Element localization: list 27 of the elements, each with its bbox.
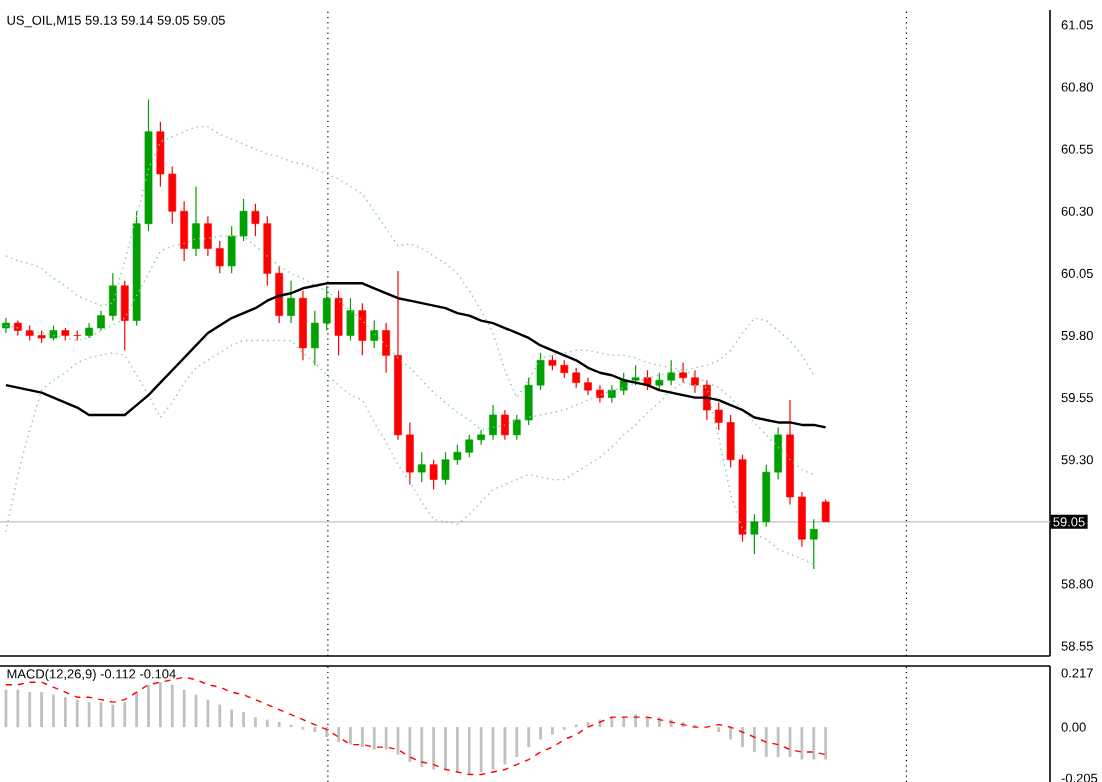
candlestick [204, 215, 212, 257]
candlestick [192, 185, 200, 257]
candlestick [477, 429, 485, 446]
candlestick [643, 369, 652, 391]
candlestick [691, 369, 699, 394]
candlestick [679, 362, 687, 384]
candlestick [809, 518, 818, 570]
candlestick [97, 310, 105, 332]
candlestick [370, 319, 379, 349]
candlestick [346, 297, 355, 342]
candlestick [774, 426, 782, 481]
candlestick [821, 498, 830, 523]
candlestick [215, 240, 224, 274]
candlestick [417, 451, 426, 483]
candlestick [489, 404, 497, 441]
candlestick [109, 272, 117, 322]
candlestick [382, 322, 390, 374]
candlestick [334, 290, 343, 356]
candlestick [120, 280, 129, 351]
candlestick [180, 200, 188, 262]
candlestick [501, 409, 509, 441]
candlestick [358, 302, 367, 356]
candlestick [798, 491, 806, 548]
candlestick [287, 280, 295, 324]
candlestick [406, 421, 414, 486]
candlestick [631, 364, 640, 386]
candlestick [429, 459, 438, 491]
